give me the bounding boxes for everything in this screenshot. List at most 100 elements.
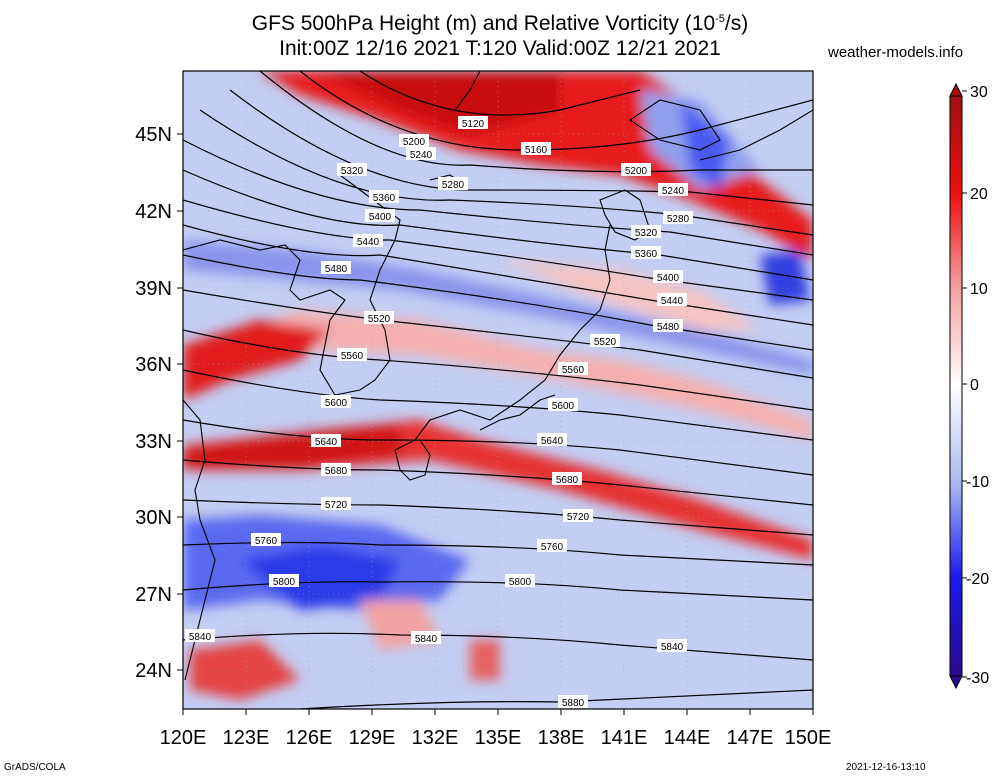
contour-label: 5640	[541, 436, 564, 447]
lon-label: 126E	[286, 727, 333, 749]
contour-label-bg	[590, 334, 620, 347]
contour-label-bg	[552, 472, 582, 485]
contour-label: 5840	[189, 632, 212, 643]
contour-label: 5280	[442, 180, 465, 191]
contour-label-bg	[458, 116, 488, 129]
lat-label: 42N	[135, 201, 172, 223]
contour-label: 5560	[562, 365, 585, 376]
contour-label: 5760	[255, 536, 278, 547]
contour-label-bg	[311, 434, 341, 447]
contour-label: 5760	[541, 542, 564, 553]
contour-label: 5480	[657, 322, 680, 333]
chart-title-line2: Init:00Z 12/16 2021 T:120 Valid:00Z 12/2…	[279, 37, 721, 60]
contour-label-bg	[438, 177, 468, 190]
contour-label-bg	[621, 163, 651, 176]
contour-label-bg	[657, 293, 687, 306]
contour-label: 5800	[273, 577, 296, 588]
lon-label: 141E	[601, 727, 648, 749]
contour-label-bg	[337, 348, 367, 361]
lon-label: 129E	[349, 727, 396, 749]
contour-label-bg	[537, 539, 567, 552]
contour-label-bg	[631, 246, 661, 259]
lon-label: 150E	[785, 727, 832, 749]
contour-label: 5840	[661, 642, 684, 653]
lon-label: 138E	[538, 727, 585, 749]
lat-label: 36N	[135, 354, 172, 376]
lat-label: 39N	[135, 278, 172, 300]
contour-label: 5520	[368, 314, 391, 325]
contour-label: 5640	[315, 437, 338, 448]
contour-label: 5240	[410, 150, 433, 161]
contour-label: 5160	[525, 145, 548, 156]
chart-title-line1: GFS 500hPa Height (m) and Relative Vorti…	[251, 12, 749, 35]
contour-label-bg	[269, 574, 299, 587]
lon-label: 132E	[412, 727, 459, 749]
contour-label-bg	[369, 190, 399, 203]
contour-label: 5400	[369, 212, 392, 223]
colorbar-gradient	[949, 95, 963, 677]
colorbar-label: -20	[966, 571, 989, 588]
contour-label: 5560	[341, 351, 364, 362]
contour-label-bg	[406, 147, 436, 160]
contour-label: 5440	[661, 296, 684, 307]
colorbar: 30 20 10 0 -10 -20 -30	[949, 82, 989, 690]
lat-axis: 45N 42N 39N 36N 33N 30N 27N 24N	[135, 124, 183, 682]
contour-label: 5800	[509, 577, 532, 588]
lon-label: 144E	[664, 727, 711, 749]
contour-label-bg	[548, 398, 578, 411]
footer-software: GrADS/COLA	[4, 762, 66, 773]
contour-label-bg	[658, 183, 688, 196]
contour-label: 5440	[357, 237, 380, 248]
colorbar-label: -30	[966, 670, 989, 687]
contour-label: 5120	[462, 119, 485, 130]
contour-label-bg	[365, 209, 395, 222]
contour-label: 5200	[625, 166, 648, 177]
contour-label-bg	[399, 134, 429, 147]
contour-label-bg	[321, 395, 351, 408]
contour-label-bg	[663, 211, 693, 224]
contour-label: 5240	[662, 186, 685, 197]
colorbar-label: 20	[970, 186, 988, 203]
contour-label-bg	[185, 629, 215, 642]
contour-label-bg	[653, 270, 683, 283]
contour-label-bg	[411, 631, 441, 644]
contour-label-bg	[505, 574, 535, 587]
lon-label: 135E	[475, 727, 522, 749]
lon-label: 147E	[727, 727, 774, 749]
contour-label: 5320	[341, 166, 364, 177]
contour-label-bg	[558, 695, 588, 708]
contour-label-bg	[537, 433, 567, 446]
contour-label: 5200	[403, 137, 426, 148]
lat-label: 27N	[135, 584, 172, 606]
vorticity-field	[183, 71, 813, 709]
contour-label-bg	[521, 142, 551, 155]
footer-timestamp: 2021-12-16-13:10	[846, 762, 926, 773]
contour-label-bg	[653, 319, 683, 332]
contour-label: 5680	[325, 466, 348, 477]
contour-label: 5360	[373, 193, 396, 204]
contour-label: 5720	[567, 512, 590, 523]
colorbar-label: 30	[970, 84, 988, 101]
contour-label-bg	[657, 639, 687, 652]
contour-label: 5680	[556, 475, 579, 486]
contour-label-bg	[631, 225, 661, 238]
contour-label: 5280	[667, 214, 690, 225]
contour-labels: 5120 5160 5200 5200 5240 5240 5280 5280 5320 5320…	[185, 116, 693, 709]
lon-axis: 120E 123E 126E 129E 132E 135E 138E 141E …	[160, 709, 832, 749]
contour-label-bg	[321, 463, 351, 476]
colorbar-label: 0	[970, 377, 979, 394]
colorbar-bottom-arrow	[949, 675, 963, 690]
contour-label: 5600	[552, 401, 575, 412]
contour-label-bg	[353, 234, 383, 247]
colorbar-label: -10	[966, 474, 989, 491]
contour-label: 5400	[657, 273, 680, 284]
contour-label-bg	[364, 311, 394, 324]
site-watermark: weather-models.info	[828, 44, 964, 61]
lat-label: 24N	[135, 660, 172, 682]
contour-label-bg	[321, 497, 351, 510]
contour-label: 5360	[635, 249, 658, 260]
contour-label-bg	[337, 163, 367, 176]
contour-label: 5720	[325, 500, 348, 511]
lat-label: 33N	[135, 431, 172, 453]
